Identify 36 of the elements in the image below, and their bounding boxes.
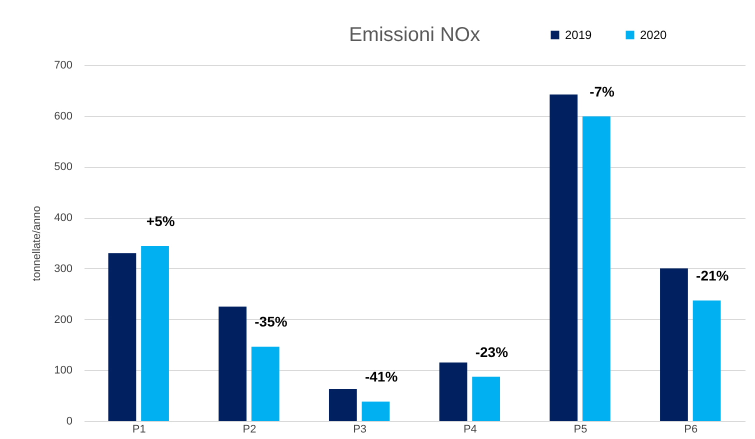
y-axis-title: tonnellate/anno [31,206,44,282]
bar [472,376,500,421]
annotation: -35% [254,314,288,330]
y-tick-label: 300 [54,262,72,275]
bar [439,362,468,421]
bar [141,246,169,421]
x-tick-label: P4 [463,424,477,436]
bar [251,346,280,421]
chart-title: Emissioni NOx [348,24,480,46]
y-tick-label: 700 [54,60,72,72]
y-tick-label: 500 [54,161,72,174]
annotation: -7% [590,83,616,100]
y-tick-label: 200 [54,314,72,326]
bar [550,94,578,421]
legend-label: 2020 [640,28,668,42]
x-tick-label: P2 [242,424,256,436]
annotation: -41% [364,368,398,385]
x-tick-label: P5 [574,424,588,436]
bar [218,306,247,421]
legend-label: 2019 [565,28,592,42]
x-tick-label: P6 [684,424,698,436]
annotation: -21% [696,267,730,284]
annotation: -23% [475,344,509,360]
y-tick-label: 600 [54,110,72,122]
x-tick-label: P3 [353,424,367,436]
y-tick-label: 0 [66,416,72,428]
bar [660,268,688,421]
annotation: +5% [146,213,176,230]
bar [692,300,721,421]
bar [328,388,357,421]
y-tick-label: 400 [54,212,72,224]
bar [362,402,390,421]
bar [108,253,136,421]
bar [582,116,610,421]
y-tick-label: 100 [54,364,72,377]
x-tick-label: P1 [132,424,146,436]
